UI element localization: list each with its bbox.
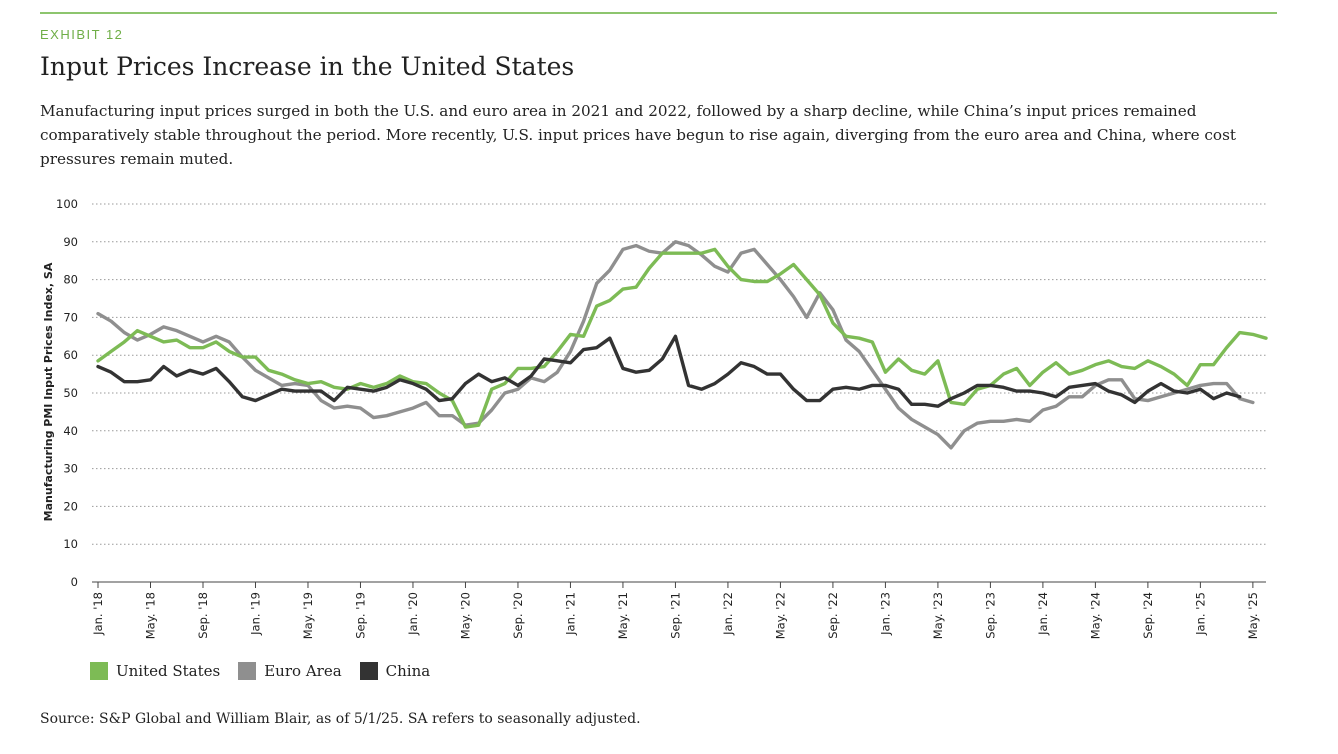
legend-label-euro-area: Euro Area <box>264 662 342 680</box>
x-tick-label: Sep. '24 <box>1141 592 1155 639</box>
source-note: Source: S&P Global and William Blair, as… <box>40 711 641 727</box>
x-tick-label: May. '18 <box>143 592 157 639</box>
x-tick-label: Jan. '22 <box>721 592 735 636</box>
y-axis-ticks: 0 10 20 30 40 50 60 70 80 90 100 <box>56 197 78 589</box>
exhibit-label: EXHIBIT 12 <box>40 27 124 42</box>
x-tick-label: Sep. '20 <box>511 592 525 639</box>
legend-label-united-states: United States <box>116 662 221 680</box>
y-tick-label: 70 <box>63 310 78 324</box>
x-tick-label: Jan. '23 <box>878 592 892 636</box>
legend-item-china: China <box>359 662 431 680</box>
y-tick-label: 20 <box>63 499 78 513</box>
x-tick-label: Sep. '19 <box>353 592 367 639</box>
legend-swatch-china <box>359 662 378 680</box>
legend-item-euro-area: Euro Area <box>238 662 342 680</box>
x-tick-label: May. '23 <box>931 592 945 639</box>
x-tick-label: Sep. '21 <box>668 592 682 639</box>
x-tick-label: Jan. '20 <box>406 592 420 636</box>
y-tick-label: 10 <box>63 537 78 551</box>
x-tick-label: Jan. '21 <box>563 592 577 636</box>
series-line-china <box>96 334 1242 408</box>
legend-item-united-states: United States <box>90 662 220 680</box>
chart-subtitle: Manufacturing input prices surged in bot… <box>40 102 1236 168</box>
y-tick-label: 30 <box>63 462 78 476</box>
x-tick-label: May. '21 <box>616 592 630 639</box>
x-tick-label: May. '19 <box>301 592 315 639</box>
x-tick-label: Jan. '24 <box>1036 592 1050 636</box>
x-tick-label: Jan. '18 <box>91 592 105 636</box>
legend: United States Euro Area China <box>90 662 430 680</box>
y-tick-label: 80 <box>63 273 78 287</box>
series-lines <box>96 240 1268 450</box>
y-tick-label: 90 <box>63 235 78 249</box>
x-tick-label: May. '20 <box>458 592 472 639</box>
legend-swatch-euro-area <box>238 662 257 680</box>
chart-title: Input Prices Increase in the United Stat… <box>40 52 575 81</box>
y-tick-label: 40 <box>63 424 78 438</box>
x-tick-label: Jan. '25 <box>1193 592 1207 636</box>
x-tick-label: Sep. '23 <box>983 592 997 639</box>
top-rule <box>40 12 1277 14</box>
line-chart: 0 10 20 30 40 50 60 70 80 90 100 Jan. '18 May. '18 S… <box>42 197 1268 639</box>
x-tick-label: May. '24 <box>1088 592 1102 639</box>
legend-label-china: China <box>385 662 431 680</box>
x-tick-label: Sep. '18 <box>196 592 210 639</box>
y-axis-label: Manufacturing PMI Input Prices Index, SA <box>42 262 55 521</box>
x-tick-label: May. '25 <box>1246 592 1260 639</box>
y-tick-label: 100 <box>56 197 78 211</box>
x-tick-label: Sep. '22 <box>826 592 840 639</box>
x-axis: Jan. '18 May. '18 Sep. '18 Jan. '19 May. '19… <box>91 581 1266 639</box>
y-tick-label: 50 <box>63 386 78 400</box>
series-line-euro-area <box>96 240 1255 450</box>
x-tick-label: Jan. '19 <box>248 592 262 636</box>
y-tick-label: 0 <box>71 575 78 589</box>
legend-swatch-united-states <box>90 662 108 680</box>
y-tick-label: 60 <box>63 348 78 362</box>
series-line-united-states <box>96 247 1268 429</box>
x-tick-label: May. '22 <box>773 592 787 639</box>
grid <box>92 203 1266 545</box>
